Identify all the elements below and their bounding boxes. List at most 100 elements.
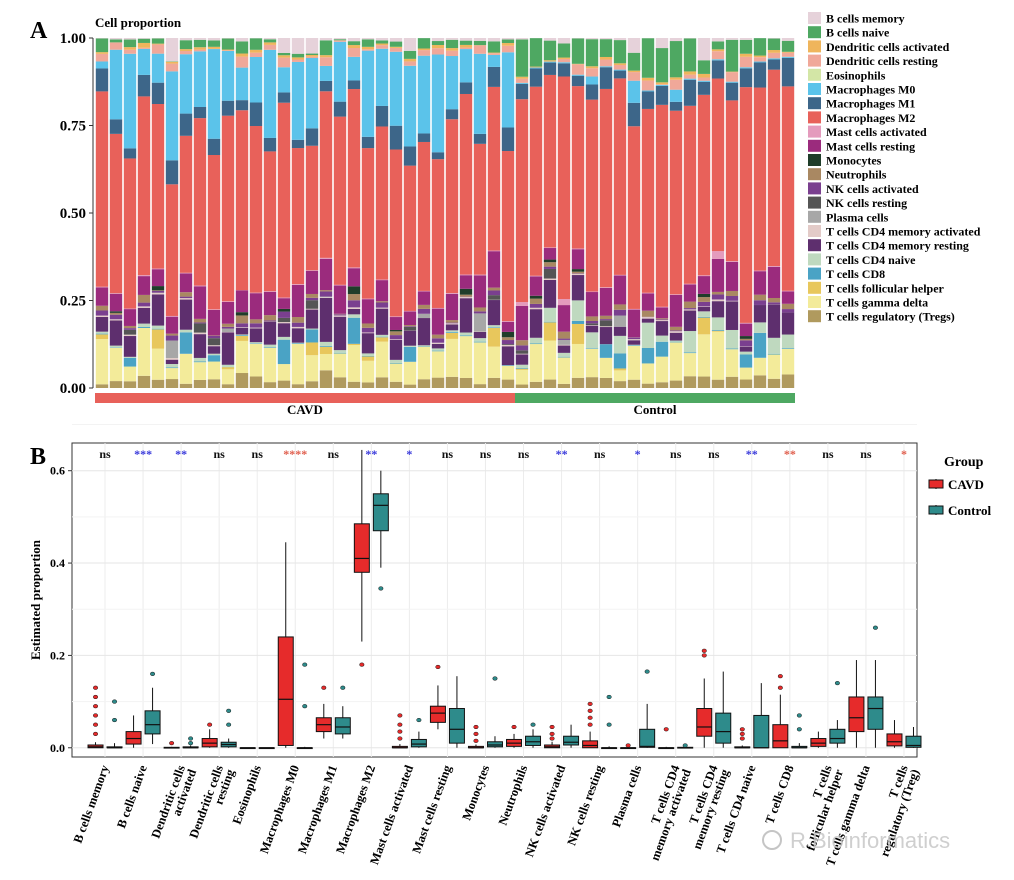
a-bar-segment [179, 135, 193, 273]
b-box-body [772, 724, 789, 749]
a-bar-segment [277, 323, 291, 337]
a-bar-segment [697, 293, 711, 298]
a-bar-segment [235, 312, 249, 316]
a-bar-segment [403, 326, 417, 331]
a-bar-segment [515, 384, 529, 388]
a-bar-segment [151, 82, 165, 105]
a-bar-segment [781, 312, 795, 335]
a-bar-segment [319, 91, 333, 258]
a-bar-segment [515, 353, 529, 355]
a-bar-segment [109, 42, 123, 50]
a-bar-segment [235, 67, 249, 101]
watermark-text: R Bioinformatics [790, 828, 950, 853]
b-box-control [829, 681, 846, 748]
b-outlier [112, 718, 117, 723]
a-bar-segment [753, 270, 767, 272]
a-bar-segment [375, 341, 389, 378]
panel-a-title: Cell proportion [95, 15, 182, 30]
a-bar-segment [599, 66, 613, 68]
a-bar-segment [221, 367, 235, 370]
a-bar-segment [137, 375, 151, 388]
b-x-tick-label: Plasma cells [609, 763, 644, 829]
b-box-control [486, 676, 503, 748]
a-bar-segment [305, 53, 319, 55]
a-bar-segment [669, 101, 683, 111]
b-box-cavd [87, 685, 104, 749]
a-bar-segment [249, 292, 263, 294]
a-bar-segment [627, 308, 641, 310]
a-bar-segment [627, 126, 641, 309]
a-legend-label: Mast cells resting [826, 139, 915, 153]
a-bar-segment [459, 49, 473, 83]
a-bar-segment [473, 331, 487, 339]
a-bar-segment [445, 324, 459, 331]
b-box-body [429, 705, 446, 723]
a-bar-segment [599, 327, 613, 345]
a-bar-segment [361, 327, 375, 333]
a-bar-segment [571, 86, 585, 249]
a-bar-segment [585, 76, 599, 85]
a-bar-segment [235, 334, 249, 336]
a-bar-segment [767, 58, 781, 60]
a-bar-segment [613, 38, 627, 41]
a-bar-segment [599, 319, 613, 321]
a-bar-segment [641, 383, 655, 388]
panel-a-stacked-bars [95, 38, 795, 388]
b-outlier [226, 708, 232, 713]
b-outlier [796, 713, 802, 718]
a-bar-segment [613, 315, 627, 327]
a-bar-segment [543, 379, 557, 388]
b-outlier [435, 664, 441, 670]
a-bar-segment [683, 78, 697, 80]
a-bar-segment [487, 295, 501, 300]
a-bar-segment [389, 46, 403, 48]
a-bar-segment [557, 43, 571, 58]
a-bar-segment [753, 300, 767, 305]
a-bar-segment [753, 38, 767, 56]
a-bar-segment [249, 102, 263, 127]
a-bar-segment [305, 300, 319, 309]
a-bar-segment [543, 279, 557, 308]
b-x-tick-line: NK cells activated [522, 763, 568, 859]
a-bar-segment [249, 327, 263, 329]
a-bar-segment [711, 251, 725, 259]
a-bar-segment [347, 267, 361, 269]
a-bar-segment [711, 317, 725, 331]
a-bar-segment [753, 271, 767, 295]
a-bar-segment [417, 308, 431, 314]
a-bar-segment [725, 72, 739, 82]
a-bar-segment [375, 337, 389, 342]
a-bar-segment [781, 51, 795, 53]
a-bar-segment [235, 290, 249, 313]
a-bar-segment [669, 380, 683, 388]
a-bar-segment [361, 299, 375, 324]
a-bar-segment [571, 343, 585, 378]
a-bar-segment [683, 301, 697, 309]
a-legend-label: T cells CD4 memory activated [826, 225, 981, 239]
panel-a-label: A [30, 18, 48, 44]
a-bar-segment [571, 75, 585, 87]
a-bar-segment [179, 54, 193, 114]
a-bar-segment [137, 38, 151, 43]
a-group-band-control [515, 393, 795, 403]
a-bar-segment [627, 72, 641, 81]
a-bar-segment [249, 126, 263, 293]
a-bar-segment [599, 56, 613, 60]
a-bar-segment [165, 38, 179, 62]
a-bar-segment [613, 381, 627, 388]
a-bar-segment [95, 334, 109, 340]
a-bar-segment [151, 44, 165, 54]
a-bar-segment [263, 347, 277, 383]
b-significance-label: ** [175, 447, 187, 461]
b-box-control [525, 722, 542, 748]
a-bar-segment [291, 53, 305, 58]
a-bar-segment [109, 293, 123, 294]
a-bar-segment [389, 38, 403, 42]
a-bar-segment [319, 297, 333, 298]
a-bar-segment [389, 125, 403, 150]
b-box-body [144, 710, 161, 735]
a-tick-label: 0.00 [60, 381, 86, 397]
a-bar-segment [641, 80, 655, 91]
a-bar-segment [151, 268, 165, 270]
a-bar-segment [403, 384, 417, 388]
